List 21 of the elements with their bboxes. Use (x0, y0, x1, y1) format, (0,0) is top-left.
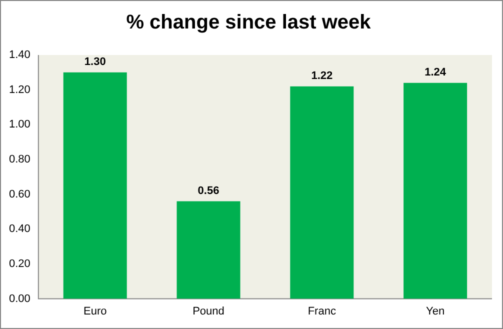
y-tick-label: 0.00 (8, 292, 30, 305)
y-tick-label: 1.20 (8, 84, 30, 96)
y-tick-label: 0.40 (8, 223, 30, 236)
x-tick-label: Franc (308, 305, 336, 318)
y-tick-label: 0.80 (8, 154, 30, 166)
y-tick-label: 1.00 (8, 118, 30, 131)
data-label: 0.56 (198, 184, 220, 197)
data-label: 1.22 (311, 70, 333, 82)
x-tick-label: Euro (83, 305, 107, 318)
x-tick-label: Yen (426, 305, 445, 318)
bar (290, 86, 354, 299)
bar (404, 82, 468, 299)
bar (63, 72, 127, 299)
x-tick-label: Pound (192, 305, 224, 318)
chart-title: % change since last week (126, 12, 372, 34)
y-tick-label: 0.20 (8, 258, 30, 270)
data-label: 1.30 (84, 56, 106, 68)
bar (176, 201, 240, 299)
y-tick-label: 1.40 (8, 49, 30, 62)
data-label: 1.24 (424, 66, 447, 78)
y-tick-label: 0.60 (8, 188, 30, 200)
